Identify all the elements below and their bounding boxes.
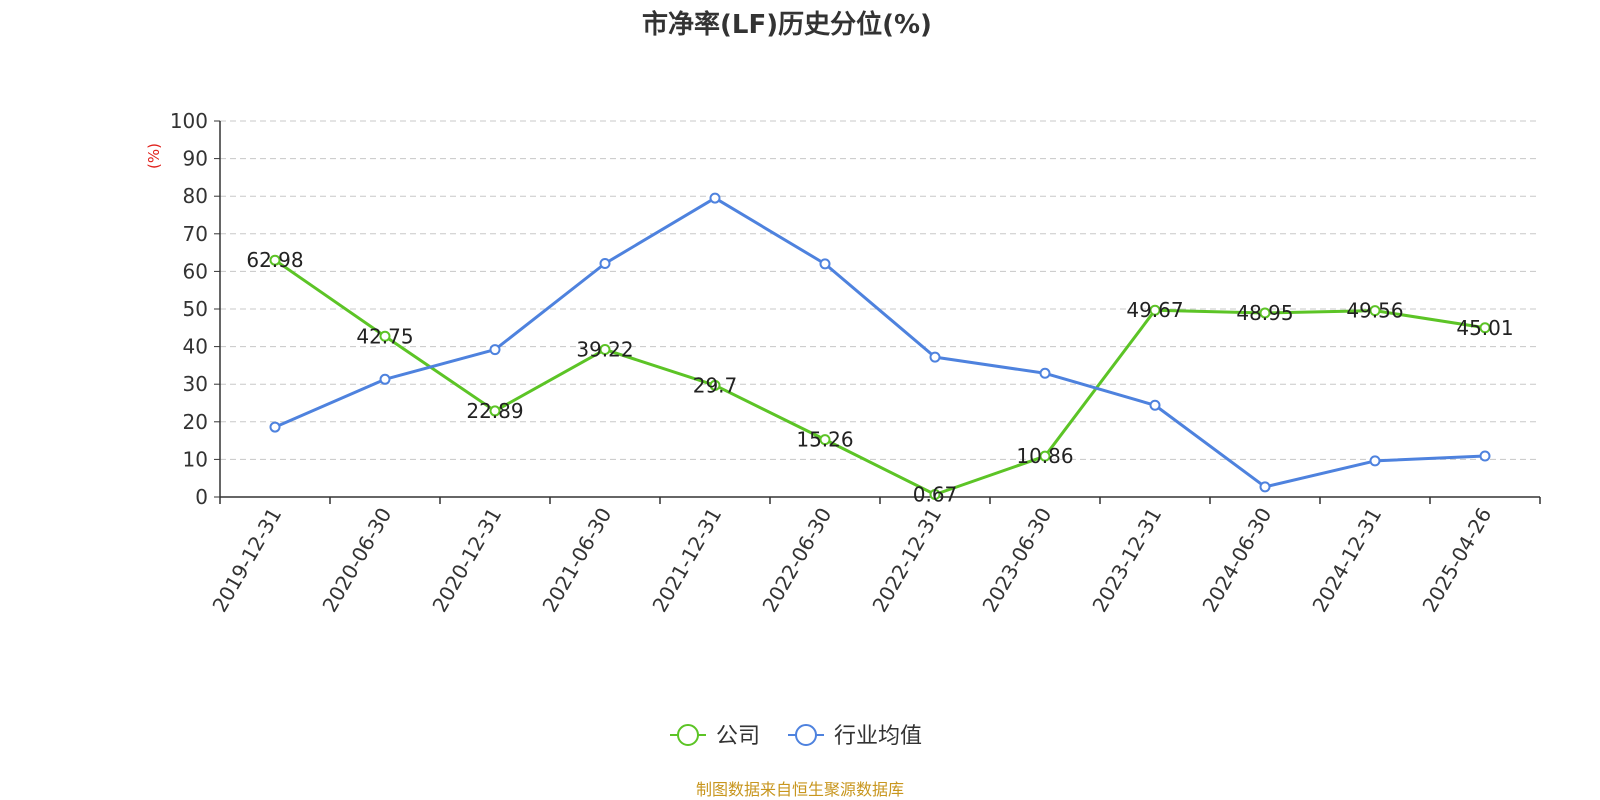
data-label: 0.67	[913, 482, 958, 506]
data-label: 15.26	[796, 428, 853, 452]
y-tick-label: 90	[183, 147, 208, 171]
grid-lines	[220, 120, 1540, 460]
data-label: 48.95	[1236, 301, 1293, 325]
data-point	[269, 421, 281, 433]
data-point	[1259, 481, 1271, 493]
data-point	[599, 258, 611, 270]
y-axis-ticks: 0 10 20 30 40 50 60 70 80 90 100	[170, 109, 220, 509]
legend-label: 行业均值	[834, 724, 922, 749]
y-tick-label: 60	[183, 259, 208, 283]
data-label: 22.89	[466, 399, 523, 423]
data-point	[929, 351, 941, 363]
x-tick-label: 2023-06-30	[977, 504, 1056, 617]
data-point	[929, 488, 941, 500]
y-tick-label: 10	[183, 447, 208, 471]
x-tick-label: 2020-12-31	[427, 504, 506, 617]
data-point	[709, 379, 721, 391]
y-tick-label: 80	[183, 184, 208, 208]
data-point	[1039, 450, 1051, 462]
data-label: 45.01	[1456, 316, 1513, 340]
data-point	[1149, 304, 1161, 316]
data-point	[599, 344, 611, 356]
legend-item-行业均值[interactable]: 行业均值	[788, 724, 922, 749]
y-tick-label: 0	[195, 485, 208, 509]
data-label: 39.22	[576, 338, 633, 362]
series-line	[274, 258, 1486, 496]
x-tick-label: 2022-06-30	[757, 504, 836, 617]
data-point	[1369, 305, 1381, 317]
legend-marker	[795, 724, 817, 746]
y-tick-label: 100	[170, 109, 208, 133]
series-layer: 62.98 42.75 22.89 39.22 29.7 15.26 0.67 10.86 49…	[246, 192, 1514, 506]
x-tick-label: 2020-06-30	[317, 504, 396, 617]
x-tick-label: 2024-12-31	[1307, 504, 1386, 617]
data-label: 10.86	[1016, 444, 1073, 468]
data-point	[1039, 367, 1051, 379]
data-point	[1369, 455, 1381, 467]
y-tick-label: 20	[183, 410, 208, 434]
data-label: 42.75	[356, 324, 413, 348]
data-point	[489, 344, 501, 356]
legend-label: 公司	[716, 724, 760, 749]
x-tick-label: 2019-12-31	[207, 504, 286, 617]
x-tick-label: 2021-06-30	[537, 504, 616, 617]
x-axis-ticks: 2019-12-31 2020-06-30 2020-12-31 2021-06-30…	[207, 497, 1541, 617]
data-point	[489, 405, 501, 417]
series-line	[274, 196, 1486, 489]
data-label: 49.67	[1126, 298, 1183, 322]
data-label: 29.7	[693, 373, 738, 397]
legend[interactable]: 公司 行业均值	[670, 724, 922, 749]
series-公司: 62.98 42.75 22.89 39.22 29.7 15.26 0.67 10.86 49…	[246, 248, 1513, 506]
y-axis-unit-label: (%)	[145, 143, 163, 169]
data-label: 62.98	[246, 248, 303, 272]
y-tick-label: 50	[183, 297, 208, 321]
data-point	[379, 330, 391, 342]
data-point	[1259, 307, 1271, 319]
data-label: 49.56	[1346, 299, 1403, 323]
data-point	[709, 192, 721, 204]
y-tick-label: 70	[183, 222, 208, 246]
data-point	[269, 254, 281, 266]
data-point	[1479, 450, 1491, 462]
y-tick-label: 40	[183, 335, 208, 359]
data-point	[1479, 322, 1491, 334]
legend-marker	[677, 724, 699, 746]
x-tick-label: 2024-06-30	[1197, 504, 1276, 617]
source-note: 制图数据来自恒生聚源数据库	[696, 780, 904, 799]
y-tick-label: 30	[183, 372, 208, 396]
x-tick-label: 2023-12-31	[1087, 504, 1166, 617]
x-tick-label: 2025-04-26	[1417, 504, 1496, 617]
legend-item-公司[interactable]: 公司	[670, 724, 760, 749]
chart-title: 市净率(LF)历史分位(%)	[642, 9, 932, 40]
x-tick-label: 2021-12-31	[647, 504, 726, 617]
data-point	[1149, 399, 1161, 411]
series-行业均值	[269, 192, 1491, 493]
data-point	[819, 258, 831, 270]
data-point	[819, 434, 831, 446]
x-tick-label: 2022-12-31	[867, 504, 946, 617]
data-point	[379, 373, 391, 385]
